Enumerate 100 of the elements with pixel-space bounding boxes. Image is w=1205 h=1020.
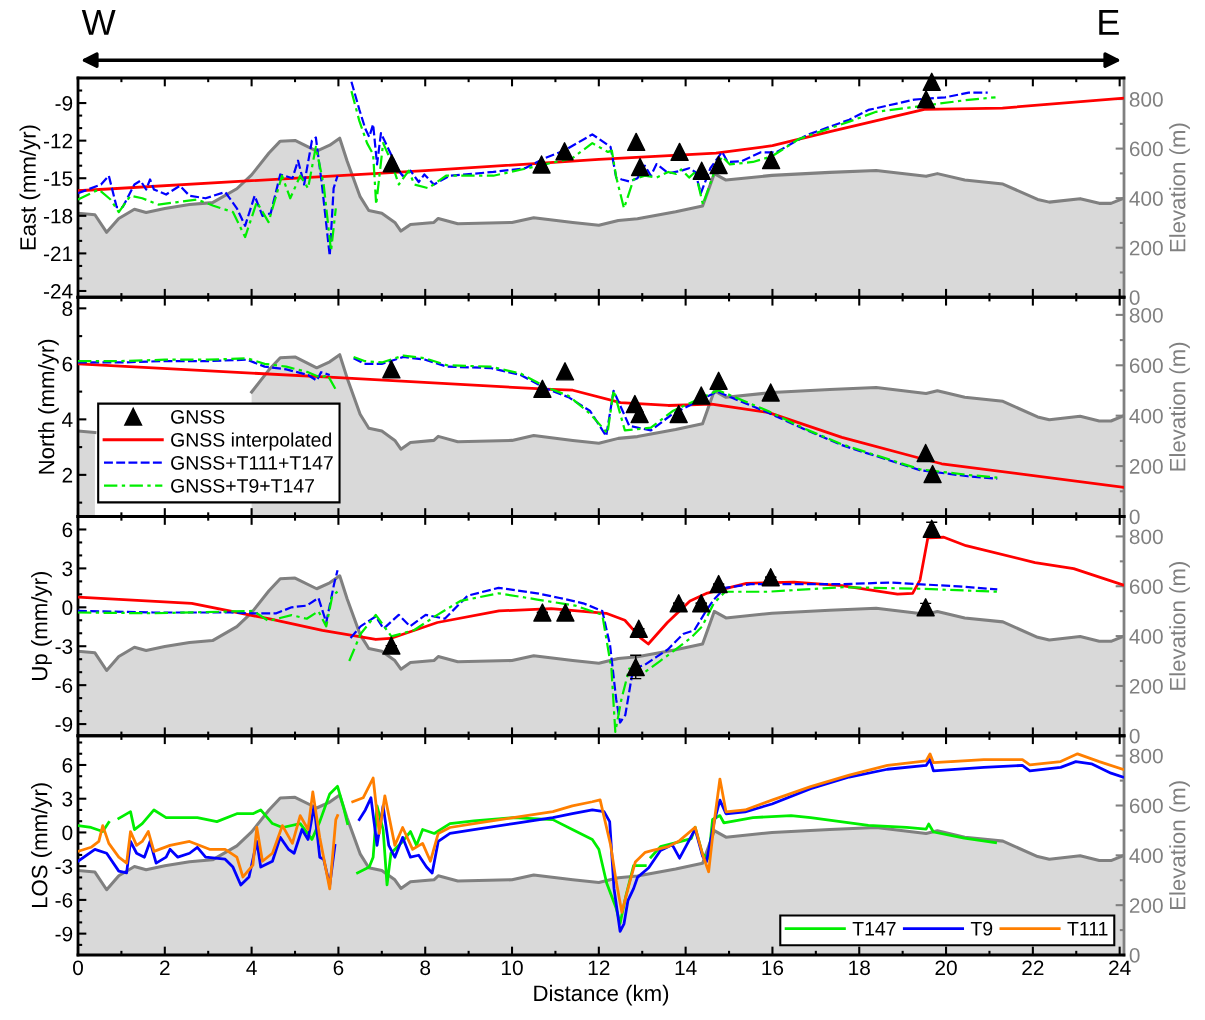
point bbox=[916, 443, 935, 463]
y2-tick-label: 200 bbox=[1129, 898, 1163, 913]
x-tick-label: 18 bbox=[849, 960, 870, 976]
y2-tick-label: 600 bbox=[1129, 579, 1163, 595]
y-tick-label: -9 bbox=[55, 926, 73, 942]
x-tick-label: 20 bbox=[935, 960, 957, 976]
y-tick-label: -15 bbox=[43, 171, 73, 186]
point bbox=[709, 574, 728, 594]
x-tick-label: 22 bbox=[1022, 960, 1044, 975]
y2-axis-title: Elevation (m) bbox=[1169, 342, 1190, 471]
point bbox=[533, 603, 552, 622]
y-tick-label: 6 bbox=[62, 522, 73, 538]
x-tick-label: 4 bbox=[246, 960, 257, 975]
y2-tick-label: 400 bbox=[1129, 191, 1163, 206]
y2-tick-label: 200 bbox=[1129, 240, 1163, 256]
y2-tick-label: 0 bbox=[1129, 290, 1140, 305]
y2-tick-label: 600 bbox=[1129, 798, 1163, 814]
y2-axis-title: Elevation (m) bbox=[1169, 781, 1190, 909]
y-tick-label: -6 bbox=[55, 892, 73, 908]
point bbox=[761, 383, 780, 402]
legend-label: T111 bbox=[1067, 922, 1108, 936]
legend-label: T147 bbox=[852, 922, 896, 936]
text: E bbox=[1099, 9, 1119, 35]
y2-axis-title: Elevation (m) bbox=[1169, 562, 1190, 690]
y2-tick-label: 600 bbox=[1129, 141, 1163, 157]
point bbox=[556, 603, 575, 622]
y-tick-label: 3 bbox=[62, 791, 73, 807]
legend-label: GNSS+T9+T147 bbox=[171, 478, 314, 493]
x-tick-label: 16 bbox=[762, 960, 784, 976]
y2-tick-label: 200 bbox=[1129, 459, 1163, 474]
y-tick-label: 8 bbox=[62, 301, 73, 317]
y-tick-label: -9 bbox=[55, 96, 73, 111]
y-tick-label: 0 bbox=[62, 600, 73, 616]
x-tick-label: 10 bbox=[502, 960, 523, 976]
point bbox=[923, 464, 942, 484]
y2-tick-label: 400 bbox=[1129, 408, 1163, 424]
legend-label: GNSS interpolated bbox=[171, 432, 331, 451]
y-tick-label: -9 bbox=[55, 717, 73, 732]
y-tick-label: 6 bbox=[62, 356, 73, 372]
point bbox=[692, 386, 711, 405]
y2-tick-label: 0 bbox=[1129, 509, 1140, 525]
x-tick-label: 6 bbox=[333, 960, 344, 976]
point bbox=[382, 153, 402, 173]
point bbox=[709, 155, 728, 175]
x-tick-label: 24 bbox=[1109, 960, 1131, 975]
x-tick-label: 8 bbox=[420, 960, 431, 976]
point bbox=[922, 519, 941, 538]
y-tick-label: 3 bbox=[62, 561, 73, 577]
point bbox=[630, 404, 649, 424]
point bbox=[555, 362, 575, 381]
text: W bbox=[81, 9, 116, 35]
point bbox=[670, 142, 689, 162]
point bbox=[630, 157, 650, 177]
y2-axis-title: Elevation (m) bbox=[1169, 123, 1190, 252]
point bbox=[669, 404, 688, 424]
x-tick-label: 12 bbox=[588, 960, 610, 975]
y-tick-label: 2 bbox=[62, 467, 73, 483]
legend-label: T9 bbox=[970, 921, 993, 936]
x-tick-label: 14 bbox=[675, 960, 697, 975]
point bbox=[669, 594, 688, 613]
point bbox=[916, 90, 936, 109]
point bbox=[532, 155, 551, 174]
point bbox=[555, 142, 574, 161]
legend-label: GNSS+T111+T147 bbox=[171, 455, 333, 470]
y-tick-label: 4 bbox=[62, 412, 73, 427]
y-tick-label: -18 bbox=[43, 208, 73, 224]
point bbox=[761, 150, 781, 170]
y2-tick-label: 0 bbox=[1129, 948, 1140, 963]
y2-tick-label: 600 bbox=[1129, 358, 1163, 374]
y2-tick-label: 200 bbox=[1129, 678, 1163, 694]
y-axis-title: East (mm/yr) bbox=[19, 125, 41, 250]
y-tick-label: 6 bbox=[62, 757, 73, 773]
y-axis-title: LOS (mm/yr) bbox=[31, 783, 52, 908]
x-tick-label: 0 bbox=[73, 960, 83, 976]
x-tick-label: 2 bbox=[160, 960, 170, 975]
y-tick-label: -12 bbox=[43, 133, 73, 149]
point bbox=[533, 379, 552, 399]
y-tick-label: 0 bbox=[62, 825, 73, 841]
point bbox=[692, 594, 711, 613]
y-tick-label: -3 bbox=[55, 639, 73, 654]
y2-tick-label: 400 bbox=[1129, 629, 1163, 644]
point bbox=[916, 598, 935, 617]
y2-tick-label: 0 bbox=[1129, 728, 1140, 744]
x-axis-title: Distance (km) bbox=[534, 984, 669, 1006]
point bbox=[626, 132, 646, 152]
y-axis-title: Up (mm/yr) bbox=[31, 571, 52, 680]
point bbox=[761, 568, 780, 587]
y2-tick-label: 800 bbox=[1129, 529, 1163, 545]
y2-tick-label: 800 bbox=[1129, 92, 1163, 107]
y2-tick-label: 400 bbox=[1129, 848, 1163, 864]
y2-tick-label: 800 bbox=[1129, 748, 1163, 764]
y2-tick-label: 800 bbox=[1129, 307, 1163, 323]
y-tick-label: -3 bbox=[55, 859, 73, 874]
y-tick-label: -24 bbox=[43, 283, 73, 299]
point bbox=[692, 161, 711, 180]
y-tick-label: -6 bbox=[55, 678, 73, 693]
y-tick-label: -21 bbox=[43, 246, 73, 261]
legend-label: GNSS bbox=[171, 409, 225, 424]
point bbox=[382, 636, 401, 655]
point bbox=[709, 371, 728, 390]
